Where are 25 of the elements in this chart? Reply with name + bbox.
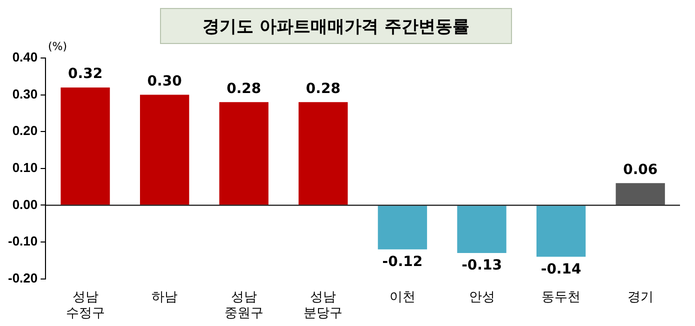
y-tick-label: 0.00: [12, 196, 38, 212]
y-tick-label: 0.10: [12, 160, 38, 175]
y-tick-label: 0.40: [12, 50, 38, 65]
data-label: 0.32: [68, 66, 103, 82]
chart-title: 경기도 아파트매매가격 주간변동률: [160, 8, 512, 44]
x-tick-label: 성남 수정구: [66, 289, 105, 320]
y-tick-label: 0.30: [12, 86, 38, 102]
x-tick-label: 이천: [389, 289, 416, 304]
x-tick-label: 경기: [627, 289, 654, 304]
x-tick-label: 성남 중원구: [224, 289, 264, 320]
data-label: -0.14: [540, 261, 582, 278]
data-label: 0.28: [226, 80, 262, 97]
data-label: 0.06: [623, 162, 658, 178]
data-label: 0.28: [306, 80, 340, 97]
data-label: -0.13: [462, 258, 502, 274]
y-tick-label: -0.20: [8, 270, 38, 286]
x-tick-label: 동두천: [542, 289, 581, 304]
y-tick-label: 0.20: [12, 123, 38, 138]
data-label: 0.30: [147, 73, 182, 90]
data-label: -0.12: [382, 254, 423, 270]
x-tick-label: 안성: [468, 289, 495, 304]
x-tick-label: 하남: [152, 289, 178, 304]
y-tick-label: -0.10: [8, 234, 38, 249]
y-axis-title: (%): [48, 40, 68, 53]
x-tick-label: 성남 분당구: [304, 289, 343, 320]
